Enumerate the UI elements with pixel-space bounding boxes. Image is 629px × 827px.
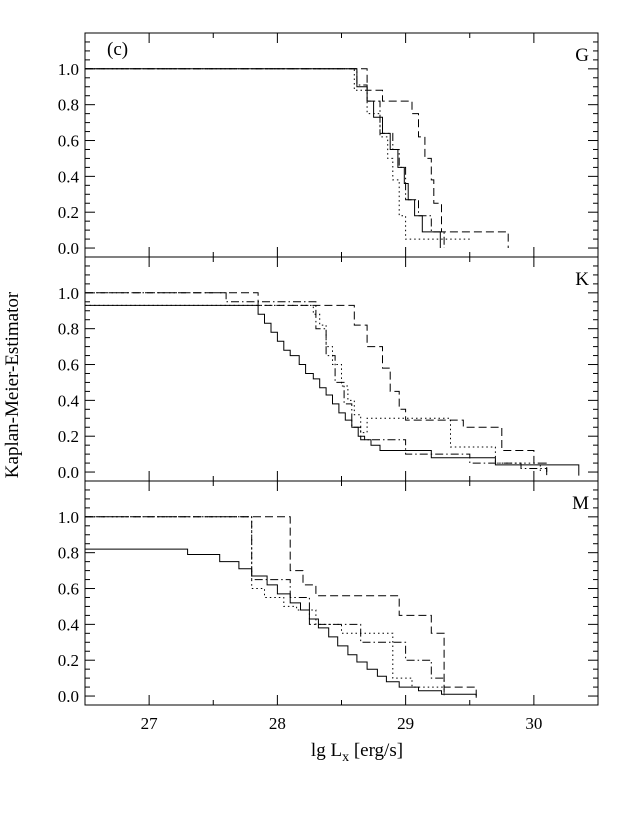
y-tick-label-k: 0.0 xyxy=(58,463,79,482)
series-dashdot-k xyxy=(85,292,548,472)
y-tick-label-k: 0.6 xyxy=(58,356,79,375)
y-tick-label-m: 0.6 xyxy=(58,580,79,599)
y-tick-label-k: 0.8 xyxy=(58,320,79,339)
x-axis-title-sub: x xyxy=(342,750,349,765)
x-axis-title-unit: [erg/s] xyxy=(349,740,403,761)
panel-m: 0.0 0.2 0.4 0.6 0.8 1.0 M 27 28 29 30 xyxy=(58,480,599,733)
series-dashed-g xyxy=(85,68,509,248)
panel-g: 0.0 0.2 0.4 0.6 0.8 1.0 G (c) xyxy=(58,32,599,258)
panel-tag: (c) xyxy=(107,39,128,60)
x-axis-title: lg Lx [erg/s] xyxy=(311,740,403,765)
y-tick-label-m: 1.0 xyxy=(58,508,79,527)
series-dashed-m xyxy=(85,516,477,696)
panel-frame-m xyxy=(84,480,599,706)
series-dashdot-g xyxy=(85,68,445,248)
panels-group: 0.0 0.2 0.4 0.6 0.8 1.0 G (c) 0.0 0.2 0.4 0.6 0.8 1.0… xyxy=(58,32,599,733)
panel-k: 0.0 0.2 0.4 0.6 0.8 1.0 K xyxy=(58,256,599,482)
y-tick-label-g: 0.6 xyxy=(58,132,79,151)
y-tick-label-m: 0.0 xyxy=(58,687,79,706)
y-tick-label-k: 0.2 xyxy=(58,427,79,446)
series-dashdot-m xyxy=(85,516,445,696)
y-tick-label-g: 0.2 xyxy=(58,203,79,222)
series-solid-k xyxy=(85,304,580,476)
x-tick-label: 30 xyxy=(525,714,542,733)
x-axis-title-main: lg L xyxy=(311,740,342,761)
y-tick-label-g: 0.8 xyxy=(58,96,79,115)
y-tick-label-m: 0.2 xyxy=(58,651,79,670)
series-dotted-g xyxy=(85,68,470,240)
x-tick-label: 29 xyxy=(397,714,414,733)
y-tick-label-g: 0.0 xyxy=(58,239,79,258)
x-tick-label: 28 xyxy=(269,714,286,733)
panel-label-g: G xyxy=(575,45,589,66)
y-tick-label-m: 0.4 xyxy=(58,615,80,634)
y-axis-title: Kaplan-Meier-Estimator xyxy=(2,291,23,478)
y-tick-label-g: 0.4 xyxy=(58,167,80,186)
series-dotted-k xyxy=(85,304,541,472)
panel-frame-g xyxy=(84,32,599,258)
series-dashed-k xyxy=(85,292,548,476)
y-tick-label-m: 0.8 xyxy=(58,544,79,563)
y-tick-label-g: 1.0 xyxy=(58,60,79,79)
y-tick-label-k: 0.4 xyxy=(58,391,80,410)
panel-label-m: M xyxy=(572,493,589,514)
x-tick-label: 27 xyxy=(141,714,159,733)
series-solid-g xyxy=(85,68,441,248)
panel-label-k: K xyxy=(575,269,589,290)
series-solid-m xyxy=(85,548,477,698)
y-tick-label-k: 1.0 xyxy=(58,284,79,303)
series-dotted-m xyxy=(85,516,445,696)
